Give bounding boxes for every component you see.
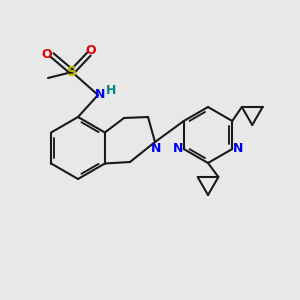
- Text: N: N: [151, 142, 161, 155]
- Text: N: N: [172, 142, 183, 155]
- Text: S: S: [67, 65, 77, 79]
- Text: N: N: [95, 88, 105, 100]
- Text: O: O: [86, 44, 96, 56]
- Text: N: N: [233, 142, 243, 155]
- Text: O: O: [42, 49, 52, 62]
- Text: H: H: [106, 85, 116, 98]
